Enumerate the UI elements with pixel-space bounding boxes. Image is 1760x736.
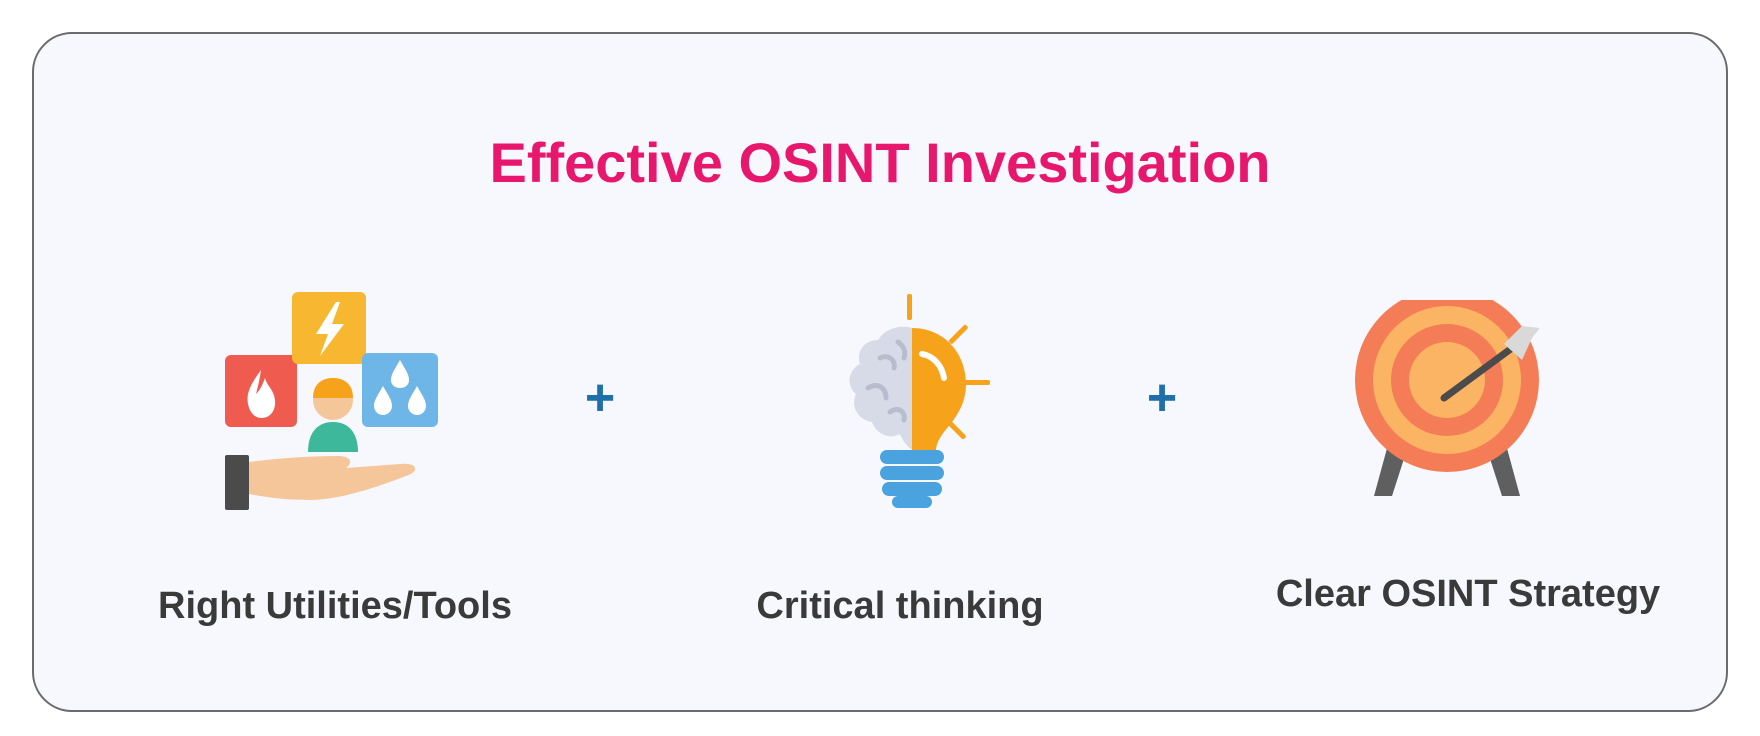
item-label-tools: Right Utilities/Tools	[158, 585, 512, 627]
brain-lightbulb-icon	[849, 294, 990, 508]
plus-sign-1: +	[584, 369, 616, 427]
item-label-strategy: Clear OSINT Strategy	[1275, 573, 1661, 615]
tools-hand-icon	[225, 292, 438, 510]
target-arrow-icon	[1355, 300, 1540, 496]
diagram-title: Effective OSINT Investigation	[489, 131, 1271, 194]
plus-sign-2: +	[1146, 369, 1178, 427]
item-label-critical-thinking: Critical thinking	[756, 585, 1044, 627]
